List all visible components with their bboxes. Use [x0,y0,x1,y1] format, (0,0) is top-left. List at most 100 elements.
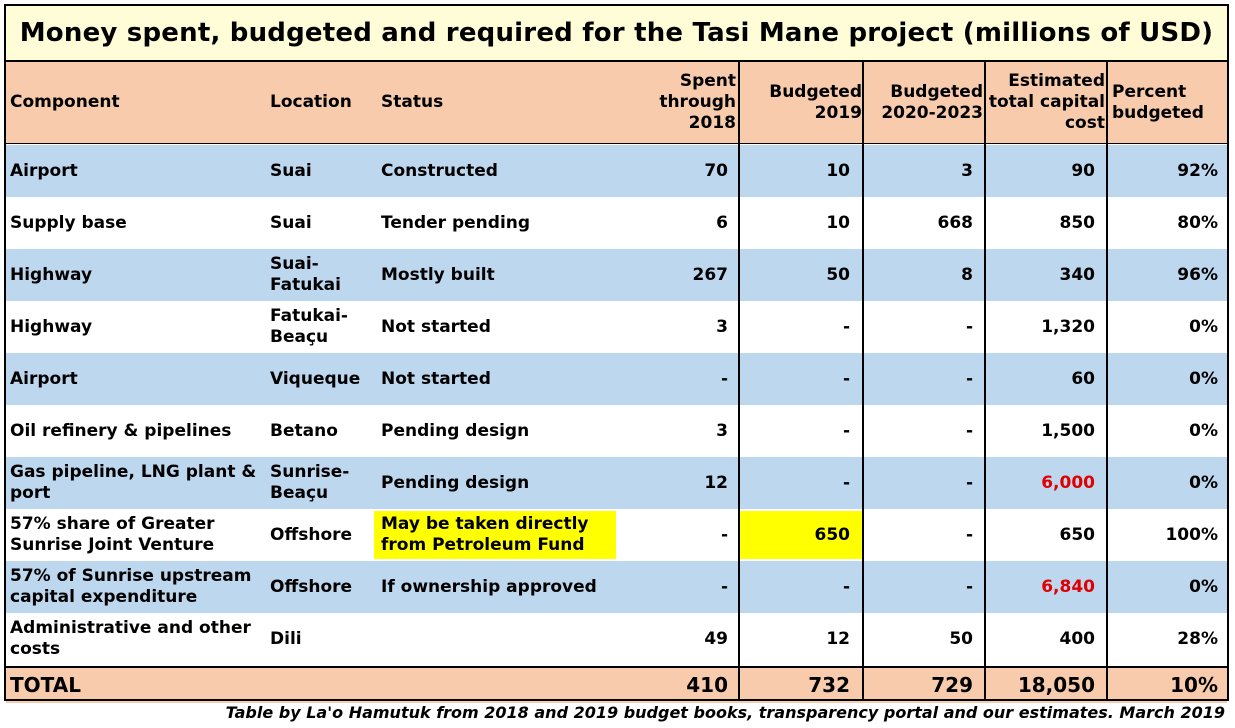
header-estimated-cost: Estimated total capital cost [988,71,1105,133]
cell-component: Oil refinery & pipelines [10,420,232,441]
total-label: TOTAL [10,673,81,697]
cell-status: If ownership approved [381,576,597,597]
cell-component: Airport [10,160,78,181]
cell-percent-budgeted: 0% [1189,420,1218,441]
cell-estimated-cost: 850 [1059,212,1096,233]
cell-estimated-cost: 1,320 [1041,316,1095,337]
cell-component: Supply base [10,212,127,233]
status-highlight [374,511,616,559]
total-budgeted-2019: 732 [808,673,850,697]
cell-budgeted-2019: 10 [826,160,850,181]
cell-spent: 49 [704,628,728,649]
cell-location: Suai [270,212,312,233]
cell-budgeted-2019: 10 [826,212,850,233]
cell-budgeted-2019: - [842,472,850,493]
header-budgeted-2020-2023: Budgeted 2020-2023 [881,81,983,123]
cell-location: Viqueque [270,368,361,389]
column-divider [1106,62,1108,701]
cell-status: Pending design [381,472,530,493]
cell-status: Mostly built [381,264,495,285]
cell-budgeted-2020-2023: - [965,576,973,597]
table-row: Supply base Suai Tender pending 6 10 668 850 80… [6,197,1227,249]
cell-budgeted-2019: - [842,420,850,441]
column-divider [738,62,740,701]
cell-budgeted-2020-2023: - [965,368,973,389]
header-spent: Spent through 2018 [659,71,736,133]
table-row: Airport Suai Constructed 70 10 3 90 92% [6,145,1227,197]
cell-component: Highway [10,316,93,337]
total-row: TOTAL 410 732 729 18,050 10% [6,666,1227,703]
cell-percent-budgeted: 92% [1177,160,1218,181]
cell-percent-budgeted: 96% [1177,264,1218,285]
table-row: 57% of Sunrise upstream capital expendit… [6,561,1227,613]
table-row: Oil refinery & pipelines Betano Pending de… [6,405,1227,457]
cell-status: Not started [381,368,491,389]
cell-estimated-cost: 6,840 [1041,576,1095,597]
cell-percent-budgeted: 80% [1177,212,1218,233]
cell-location: Suai-Fatukai [270,254,341,295]
cell-budgeted-2020-2023: - [965,420,973,441]
cell-status: Constructed [381,160,498,181]
header-budgeted-2019: Budgeted 2019 [769,81,862,123]
cell-percent-budgeted: 0% [1189,576,1218,597]
cell-component: Airport [10,368,78,389]
source-note: Table by La'o Hamutuk from 2018 and 2019… [225,703,1225,722]
table-row: Highway Suai-Fatukai Mostly built 267 50 8 340… [6,249,1227,301]
cell-location: Offshore [270,524,353,545]
cell-budgeted-2020-2023: 50 [949,628,973,649]
cell-estimated-cost: 400 [1059,628,1096,649]
column-divider [984,62,986,701]
cell-estimated-cost: 650 [1059,524,1096,545]
header-percent-budgeted: Percent budgeted [1112,81,1204,123]
cell-location: Betano [270,420,338,441]
cell-budgeted-2020-2023: - [965,524,973,545]
cell-estimated-cost: 90 [1071,160,1095,181]
cell-component: 57% share of Greater Sunrise Joint Ventu… [10,514,215,555]
cell-estimated-cost: 340 [1059,264,1096,285]
cell-estimated-cost: 1,500 [1041,420,1095,441]
cell-status: May be taken directly from Petroleum Fun… [381,514,589,555]
cell-spent: - [720,368,728,389]
cell-budgeted-2019: - [842,368,850,389]
cell-component: Administrative and other costs [10,618,251,659]
cell-percent-budgeted: 100% [1165,524,1218,545]
cell-location: Sunrise-Beaçu [270,462,350,503]
total-spent: 410 [686,673,728,697]
cell-component: Highway [10,264,93,285]
table-row: Gas pipeline, LNG plant & port Sunrise-Be… [6,457,1227,509]
column-divider [862,62,864,701]
cell-budgeted-2020-2023: 668 [937,212,974,233]
cell-percent-budgeted: 0% [1189,368,1218,389]
cell-component: Gas pipeline, LNG plant & port [10,462,257,503]
cell-spent: 6 [716,212,728,233]
cell-spent: 12 [704,472,728,493]
cell-location: Fatukai-Beaçu [270,306,348,347]
cell-spent: 3 [716,316,728,337]
table-border [4,4,1229,701]
cell-status: Tender pending [381,212,531,233]
table-row: Administrative and other costs Dili 49 12 50… [6,613,1227,665]
cell-budgeted-2020-2023: - [965,316,973,337]
header-location: Location [270,92,352,112]
cell-estimated-cost: 60 [1071,368,1095,389]
cell-spent: 3 [716,420,728,441]
cell-location: Suai [270,160,312,181]
cell-status: Pending design [381,420,530,441]
cell-budgeted-2020-2023: 8 [961,264,973,285]
cell-component: 57% of Sunrise upstream capital expendit… [10,566,252,607]
cell-spent: 70 [704,160,728,181]
table-row: 57% share of Greater Sunrise Joint Ventu… [6,509,1227,561]
header-status: Status [381,92,444,112]
cell-budgeted-2020-2023: 3 [961,160,973,181]
cell-budgeted-2020-2023: - [965,472,973,493]
cell-budgeted-2019: 12 [826,628,850,649]
table-row: Airport Viqueque Not started - - - 60 0% [6,353,1227,405]
cell-budgeted-2019: 650 [814,524,851,545]
table-header-row: Component Location Status Spent through … [6,62,1227,144]
cell-status: Not started [381,316,491,337]
cell-spent: 267 [692,264,729,285]
cell-spent: - [720,576,728,597]
cell-spent: - [720,524,728,545]
cell-budgeted-2019: - [842,316,850,337]
cell-estimated-cost: 6,000 [1041,472,1095,493]
